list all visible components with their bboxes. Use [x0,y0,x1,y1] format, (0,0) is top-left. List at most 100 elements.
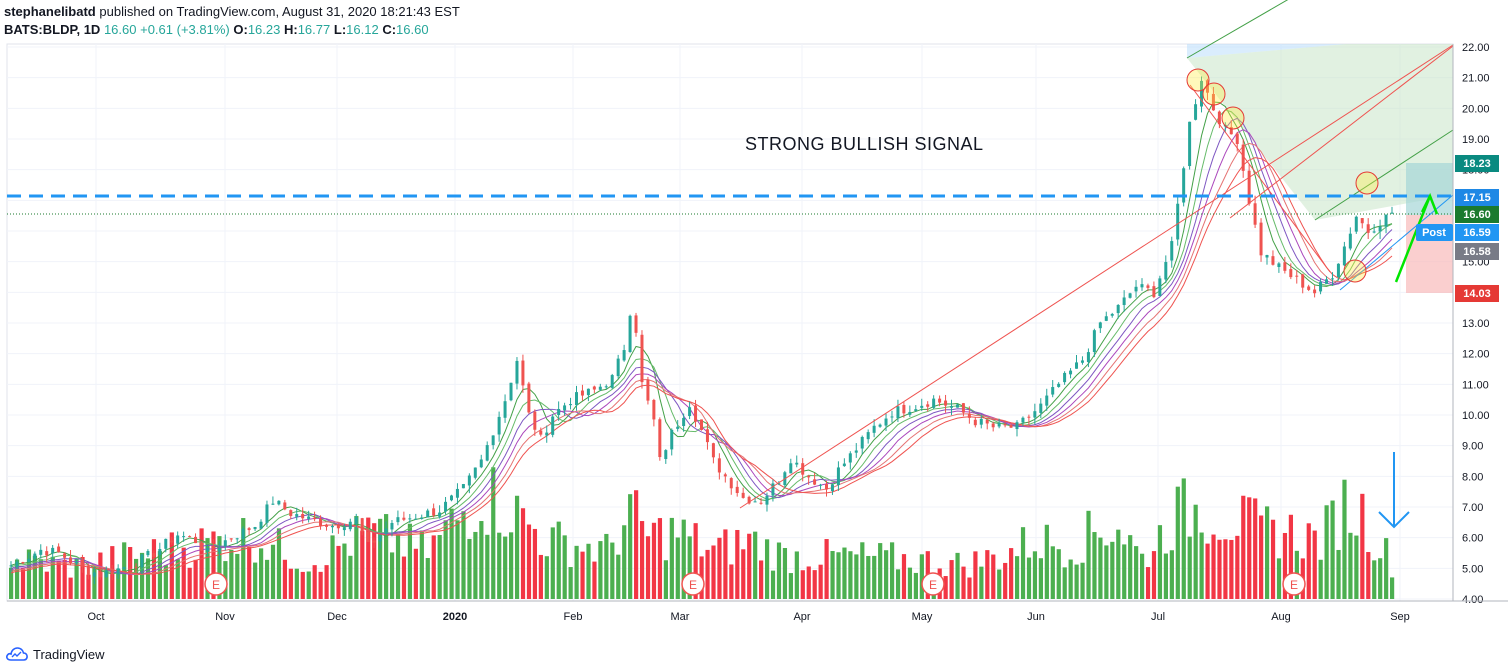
volume-bar [175,559,180,599]
volume-bar [1020,527,1026,599]
earnings-marker[interactable] [921,572,945,596]
candle-body [521,360,525,386]
volume-bar [1157,525,1163,599]
volume-bar [901,554,907,599]
volume-bar [1104,545,1109,599]
volume-bar [991,554,996,599]
volume-bar [1378,558,1383,599]
volume-bar [1187,536,1192,599]
volume-bar [723,529,728,599]
candle-body [1342,246,1346,266]
volume-bar [574,545,579,599]
volume-bar [1324,505,1329,599]
candle-body [378,535,382,542]
time-axis[interactable]: Oct Nov Dec 2020 Feb Mar Apr May Jun Jul Aug Sep [87,611,1409,623]
candlesticks [9,76,1394,584]
candle-body [336,525,340,529]
candle-body [1378,226,1382,232]
volume-bar [276,528,282,599]
volume-bar [967,577,972,599]
candle-body [604,386,608,388]
candle-body [473,467,477,478]
candle-body [813,479,817,485]
volume-bar [961,566,966,599]
volume-bar [1259,515,1264,599]
candle-body [747,496,751,504]
volume-bar [520,508,526,599]
candle-body [348,521,352,530]
candle-body [51,547,55,554]
volume-bar [1288,514,1294,599]
volume-bar [1360,493,1365,599]
post-market-tag [1416,224,1453,241]
volume-bar [306,571,311,599]
volume-bar [151,539,157,599]
candle-body [1384,214,1388,227]
volume-bar [241,518,246,599]
candle-body [265,504,269,523]
candle-body [33,553,37,559]
candle-body [57,546,61,553]
publisher-name[interactable]: stephanelibatd [4,4,96,19]
candle-body [819,484,823,486]
footer-brand[interactable]: TradingView [6,645,105,663]
candle-body [569,404,573,406]
y-tick-label: 6.00 [1462,533,1483,545]
candle-body [961,403,965,413]
candle-body [92,572,96,577]
close-value: 16.60 [396,22,429,37]
volume-bar [973,551,978,599]
candle-body [80,559,84,567]
y-tick-label: 22.00 [1462,42,1490,54]
volume-bar [1163,553,1169,599]
earnings-marker[interactable] [1282,572,1306,596]
volume-bar [1241,495,1246,599]
candle-body [449,495,453,501]
candle-body [45,551,49,556]
candle-body [658,419,662,458]
y-tick-label: 12.00 [1462,349,1490,361]
candle-body [146,551,150,556]
symbol-label[interactable]: BATS:BLDP, 1D [4,22,101,37]
candle-body [295,514,299,517]
volume-bar [729,564,734,599]
blue-down-arrow [1378,452,1410,529]
volume-bar [1276,558,1282,599]
volume-bar [1217,539,1222,599]
earnings-marker[interactable] [681,572,705,596]
candle-body [1390,212,1394,214]
volume-bar [1348,532,1353,599]
footer-brand-label: TradingView [33,646,105,662]
candle-body [682,417,686,427]
candle-body [640,334,644,383]
price-badge-label: 16.60 [1463,209,1491,221]
volume-bar [1199,532,1204,599]
earnings-marker[interactable] [204,572,228,596]
candle-body [836,467,840,486]
volume-bar [1074,564,1079,599]
price-axis[interactable]: 22.0021.0020.0019.0018.0017.0016.0015.00… [1462,42,1490,606]
volume-bar [139,552,145,599]
volume-bar [330,535,335,599]
volume-bar [1139,553,1145,599]
candle-body [1313,289,1317,294]
annotation-strong-bullish: STRONG BULLISH SIGNAL [745,134,984,154]
candle-body [902,404,906,414]
candle-body [1307,286,1311,290]
price-badge-label: 16.59 [1463,227,1491,239]
volume-bar [1050,546,1055,599]
candle-body [396,517,400,523]
price-badge-label: 18.23 [1463,158,1491,170]
volume-bar [1342,479,1347,599]
volume-bar [782,547,788,599]
price-badge-label: 17.15 [1463,192,1491,204]
volume-bar [56,560,61,599]
price-badge [1455,206,1499,223]
candle-body [1092,330,1096,353]
candle-body [158,548,162,555]
candle-body [997,422,1001,427]
candle-body [319,518,323,527]
volume-bar [372,523,377,599]
